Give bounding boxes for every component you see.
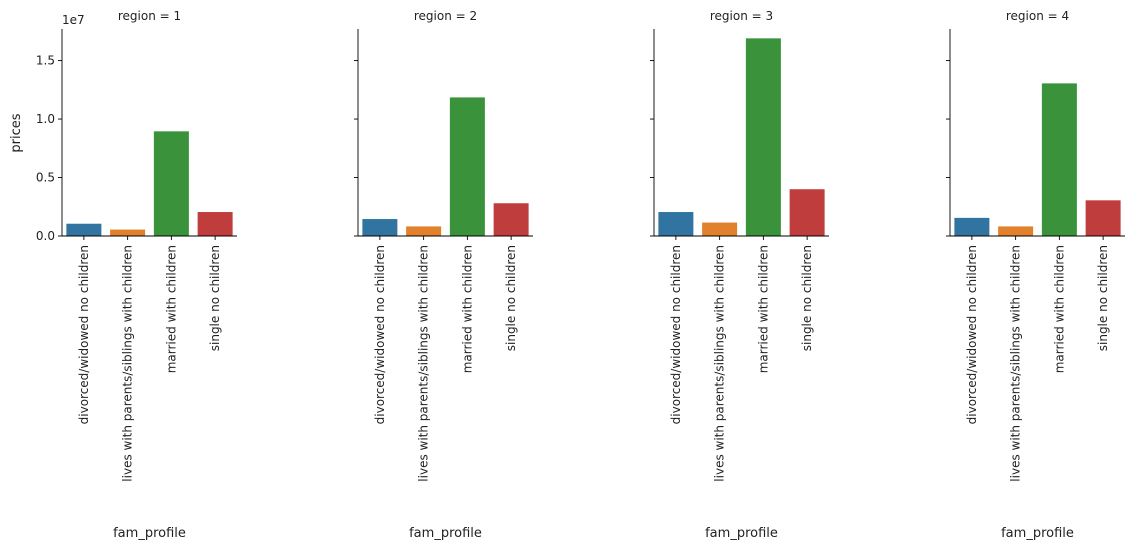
y-tick-label: 1.0 [36,112,55,126]
x-tick-label: lives with parents/siblings with childre… [1009,245,1023,482]
facet-panel-2: region = 2 divorced/widowed no children li… [354,9,533,541]
bar-divorced-widowed-no-children [66,223,102,236]
x-tick-label: married with children [164,245,178,373]
x-axis-label: fam_profile [705,526,778,541]
x-tick-label: married with children [756,245,770,373]
bar-divorced-widowed-no-children [362,219,398,236]
bar-single-no-children [789,189,825,236]
x-tick-label: married with children [1052,245,1066,373]
x-tick-label: single no children [208,245,222,351]
x-tick-label: lives with parents/siblings with childre… [713,245,727,482]
x-tick-label: divorced/widowed no children [965,245,979,424]
x-tick-label: divorced/widowed no children [669,245,683,424]
bar-lives-with-parents-siblings-with-children [110,229,146,236]
y-tick-label: 1.5 [36,54,55,68]
x-tick-label: single no children [800,245,814,351]
bar-divorced-widowed-no-children [658,212,694,236]
facet-title: region = 1 [118,9,181,23]
bar-married-with-children [153,131,189,236]
bar-married-with-children [1041,83,1077,237]
x-tick-label: single no children [504,245,518,351]
x-tick-label: lives with parents/siblings with childre… [417,245,431,482]
x-tick-label: married with children [460,245,474,373]
x-axis-label: fam_profile [1001,526,1074,541]
x-tick-label: divorced/widowed no children [373,245,387,424]
x-tick-label: single no children [1096,245,1110,351]
facet-panel-4: region = 4 divorced/widowed no children li… [946,9,1125,541]
facet-title: region = 3 [710,9,773,23]
facet-title: region = 4 [1006,9,1069,23]
facet-panel-1: region = 1 0.0 0.5 1.0 1.5 divorced/widowed n… [36,9,237,541]
y-offset-label: 1e7 [62,13,85,27]
y-axis-label: prices [9,113,24,152]
x-axis-label: fam_profile [409,526,482,541]
bar-single-no-children [197,212,233,236]
bar-lives-with-parents-siblings-with-children [406,226,442,236]
x-tick-label: divorced/widowed no children [77,245,91,424]
bar-lives-with-parents-siblings-with-children [702,222,738,236]
bar-divorced-widowed-no-children [954,217,990,236]
bar-lives-with-parents-siblings-with-children [998,226,1034,236]
y-tick-label: 0.0 [36,229,55,243]
x-axis-label: fam_profile [113,526,186,541]
x-tick-label: lives with parents/siblings with childre… [121,245,135,482]
bar-single-no-children [1085,200,1121,236]
facet-title: region = 2 [414,9,477,23]
facet-panel-3: region = 3 divorced/widowed no children li… [650,9,829,541]
bar-married-with-children [745,38,781,237]
bar-married-with-children [449,97,485,236]
y-tick-label: 0.5 [36,171,55,185]
bar-single-no-children [493,203,529,236]
